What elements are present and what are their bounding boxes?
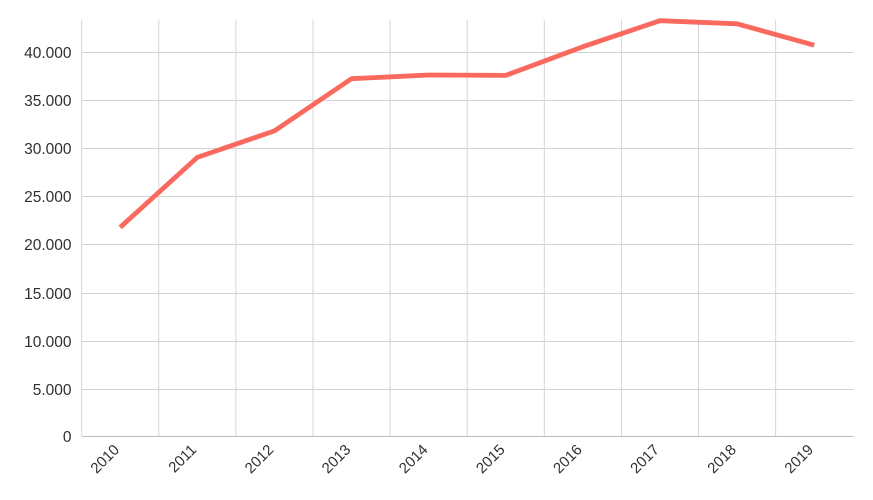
svg-text:40.000: 40.000	[24, 45, 72, 62]
svg-text:0: 0	[63, 429, 72, 446]
svg-text:35.000: 35.000	[24, 93, 72, 110]
svg-text:15.000: 15.000	[24, 286, 72, 303]
svg-text:30.000: 30.000	[24, 141, 72, 158]
svg-text:10.000: 10.000	[24, 334, 72, 351]
svg-text:5.000: 5.000	[33, 382, 72, 399]
svg-text:25.000: 25.000	[24, 189, 72, 206]
svg-text:20.000: 20.000	[24, 237, 72, 254]
